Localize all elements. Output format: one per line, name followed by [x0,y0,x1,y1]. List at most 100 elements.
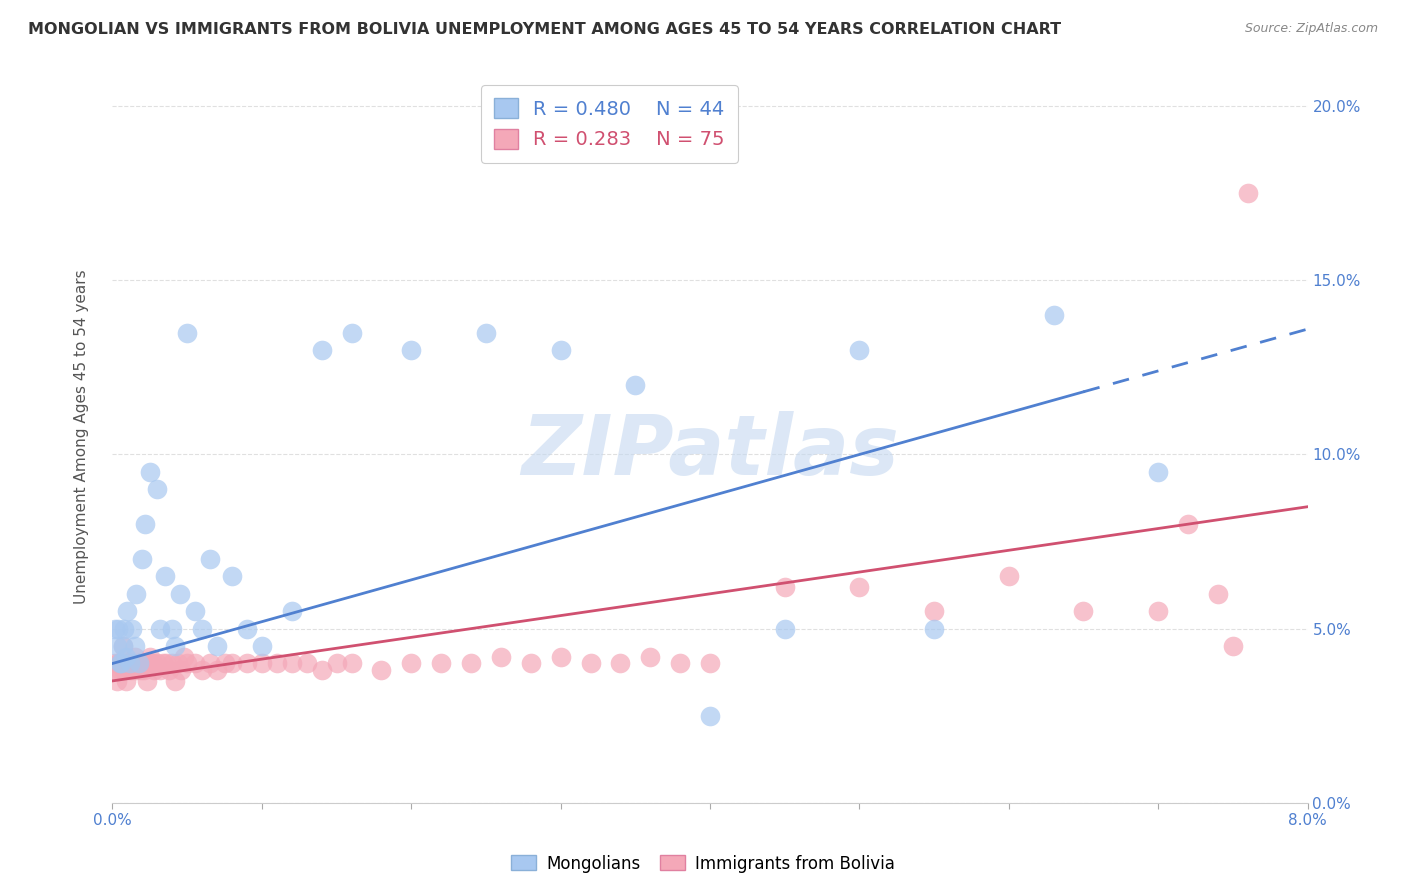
Point [125,587,148,601]
Point [115,673,138,688]
Point [103,664,125,678]
Point [325,657,347,671]
Point [129,664,152,678]
Point [250,639,273,653]
Point [176,326,198,340]
Point [128,657,150,671]
Point [162,657,183,671]
Point [165,639,187,653]
Point [430,657,453,671]
Point [121,622,143,636]
Point [120,657,142,671]
Point [105,673,128,688]
Point [295,657,318,671]
Point [281,604,304,618]
Point [134,657,156,671]
Point [311,343,333,357]
Point [401,657,423,671]
Point [669,657,692,671]
Text: ZIPatlas: ZIPatlas [522,411,898,492]
Point [1073,604,1095,618]
Point [143,664,166,678]
Point [165,673,187,688]
Point [170,664,193,678]
Point [120,657,142,671]
Point [183,604,205,618]
Point [131,657,153,671]
Point [370,664,392,678]
Legend: R = 0.480    N = 44, R = 0.283    N = 75: R = 0.480 N = 44, R = 0.283 N = 75 [481,85,738,162]
Point [128,657,150,671]
Point [122,657,145,671]
Point [117,604,139,618]
Point [108,657,131,671]
Point [401,343,423,357]
Point [107,657,129,671]
Point [153,569,176,583]
Point [134,517,156,532]
Point [773,580,796,594]
Point [104,622,127,636]
Point [176,657,198,671]
Point [550,649,572,664]
Point [131,552,153,566]
Point [281,657,304,671]
Point [221,569,243,583]
Point [520,657,543,671]
Point [162,622,183,636]
Point [110,657,132,671]
Point [1147,604,1170,618]
Point [250,657,273,671]
Point [1222,639,1244,653]
Point [152,657,174,671]
Point [167,657,190,671]
Point [191,622,214,636]
Text: Source: ZipAtlas.com: Source: ZipAtlas.com [1244,22,1378,36]
Point [205,664,228,678]
Point [139,465,162,479]
Point [236,657,259,671]
Point [624,377,647,392]
Point [107,622,129,636]
Point [104,657,127,671]
Point [157,664,180,678]
Point [236,622,259,636]
Point [922,622,945,636]
Point [640,649,662,664]
Y-axis label: Unemployment Among Ages 45 to 54 years: Unemployment Among Ages 45 to 54 years [75,269,89,605]
Point [118,664,141,678]
Point [460,657,482,671]
Point [149,622,172,636]
Point [114,622,135,636]
Point [340,657,363,671]
Point [132,664,155,678]
Point [489,649,512,664]
Point [221,657,243,671]
Point [105,639,128,653]
Point [115,649,138,664]
Point [699,708,721,723]
Point [117,657,139,671]
Point [141,657,163,671]
Point [142,657,165,671]
Point [998,569,1021,583]
Point [149,664,172,678]
Point [155,657,177,671]
Point [111,639,134,653]
Point [173,649,195,664]
Point [135,673,157,688]
Point [340,326,363,340]
Point [169,587,191,601]
Point [198,657,221,671]
Point [110,657,132,671]
Point [127,657,149,671]
Point [609,657,631,671]
Point [198,552,221,566]
Point [121,664,143,678]
Point [699,657,721,671]
Point [773,622,796,636]
Point [1177,517,1199,532]
Point [111,639,134,653]
Point [125,664,148,678]
Point [550,343,572,357]
